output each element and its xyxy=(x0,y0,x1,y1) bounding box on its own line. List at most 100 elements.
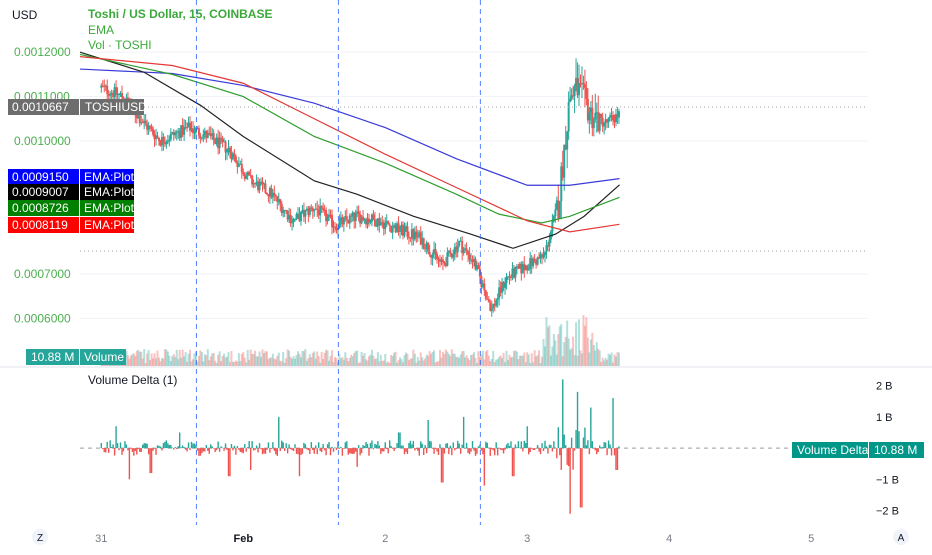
ema-line-0 xyxy=(79,68,620,186)
delta-bar-217 xyxy=(421,443,423,449)
delta-bar-334 xyxy=(594,448,596,451)
delta-bar-271 xyxy=(501,448,503,451)
delta-bar-213 xyxy=(415,448,418,449)
candle-body-216 xyxy=(419,232,422,245)
candle-body-187 xyxy=(376,218,379,227)
volume-bar-343 xyxy=(607,353,610,366)
volume-bar-299 xyxy=(542,339,545,366)
delta-bar-66 xyxy=(198,448,200,456)
delta-bar-166 xyxy=(346,441,348,449)
volume-bar-58 xyxy=(186,361,189,366)
delta-bar-148 xyxy=(319,448,321,452)
candle-body-327 xyxy=(583,84,586,88)
volume-bar-348 xyxy=(614,356,617,366)
volume-bar-61 xyxy=(190,361,193,366)
delta-pane-title[interactable]: Volume Delta (1) xyxy=(88,373,177,387)
delta-bar-112 xyxy=(266,448,268,450)
delta-bar-61 xyxy=(190,441,193,449)
candle-body-330 xyxy=(588,112,591,121)
candle-body-153 xyxy=(326,216,329,222)
volume-bar-38 xyxy=(156,350,159,366)
candle-body-302 xyxy=(546,245,549,247)
volume-bar-275 xyxy=(507,360,510,366)
indicator-ema-label[interactable]: EMA xyxy=(88,23,114,37)
delta-bar-128 xyxy=(289,448,292,450)
candle-body-152 xyxy=(325,210,328,222)
volume-bar-196 xyxy=(390,354,393,366)
volume-bar-80 xyxy=(218,351,221,366)
grid-lines xyxy=(80,51,868,319)
volume-bar-51 xyxy=(175,349,178,366)
candle-body-144 xyxy=(313,209,316,212)
time-axis[interactable]: 31 Feb 2 3 4 5 xyxy=(95,533,814,545)
delta-bar-134 xyxy=(298,448,301,477)
symbol-title: Toshi / US Dollar, 15, COINBASE xyxy=(88,7,272,21)
delta-bar-310 xyxy=(559,448,561,456)
delta-bar-99 xyxy=(247,447,249,449)
candle-body-1 xyxy=(101,85,104,87)
volume-bar-268 xyxy=(496,358,499,366)
candle-body-46 xyxy=(168,139,171,141)
volume-bar-148 xyxy=(319,362,322,366)
session-break-lines xyxy=(195,0,481,525)
delta-bar-95 xyxy=(241,448,243,453)
delta-bar-116 xyxy=(272,442,274,449)
candle-body-162 xyxy=(339,217,342,222)
delta-bar-44 xyxy=(165,440,168,449)
volume-bar-69 xyxy=(202,361,205,366)
delta-bar-177 xyxy=(362,445,364,449)
candle-body-184 xyxy=(372,214,375,220)
delta-bar-347 xyxy=(613,448,616,456)
volume-bar-297 xyxy=(539,362,542,366)
candle-body-291 xyxy=(530,258,533,267)
candle-body-97 xyxy=(243,174,246,179)
candle-body-176 xyxy=(360,216,363,224)
candle-body-94 xyxy=(239,163,242,165)
volume-bar-46 xyxy=(168,355,171,366)
candle-body-151 xyxy=(323,209,326,211)
delta-bar-340 xyxy=(603,442,605,449)
volume-bar-185 xyxy=(373,359,376,366)
delta-bar-223 xyxy=(430,441,432,449)
candle-body-122 xyxy=(280,203,283,214)
currency-label[interactable]: USD xyxy=(12,8,38,22)
volume-bar-137 xyxy=(302,351,305,366)
candle-body-317 xyxy=(569,98,572,103)
candle-body-228 xyxy=(437,258,440,260)
delta-bar-194 xyxy=(387,448,389,454)
volume-bar-334 xyxy=(594,350,597,366)
volume-bar-225 xyxy=(433,350,436,366)
candle-body-137 xyxy=(302,209,305,217)
delta-bar-57 xyxy=(184,448,187,450)
delta-bar-327 xyxy=(584,427,586,449)
delta-bar-176 xyxy=(360,448,363,454)
volume-bar-218 xyxy=(422,360,425,366)
volume-bar-253 xyxy=(474,357,477,366)
candle-body-99 xyxy=(246,171,249,176)
delta-bar-63 xyxy=(193,443,196,449)
volume-bar-300 xyxy=(543,346,546,366)
price-axis[interactable]: 0.00120000.00110000.00100000.00070000.00… xyxy=(14,45,71,325)
candle-body-346 xyxy=(612,115,615,120)
volume-bar-17 xyxy=(125,351,128,366)
candle-body-225 xyxy=(433,249,436,255)
volume-bar-71 xyxy=(205,355,208,366)
delta-bar-325 xyxy=(581,448,583,508)
candle-body-28 xyxy=(141,122,144,124)
auto-scale-icon[interactable]: A xyxy=(893,529,909,545)
delta-axis[interactable]: 2 B 1 B −1 B −2 B xyxy=(876,381,899,518)
candle-body-120 xyxy=(277,199,280,202)
candle-body-218 xyxy=(422,238,425,249)
indicator-volume-label[interactable]: Vol · TOSHI xyxy=(88,38,152,52)
delta-bar-124 xyxy=(283,448,286,452)
delta-bar-167 xyxy=(347,448,349,455)
candle-body-196 xyxy=(390,225,393,233)
timezone-icon[interactable]: Z xyxy=(32,529,48,545)
candle-body-129 xyxy=(291,222,294,224)
volume-bar-205 xyxy=(403,355,406,366)
candle-body-238 xyxy=(452,254,455,258)
delta-bar-71 xyxy=(205,445,208,449)
volume-bar-75 xyxy=(211,353,214,366)
candle-body-145 xyxy=(314,208,317,210)
